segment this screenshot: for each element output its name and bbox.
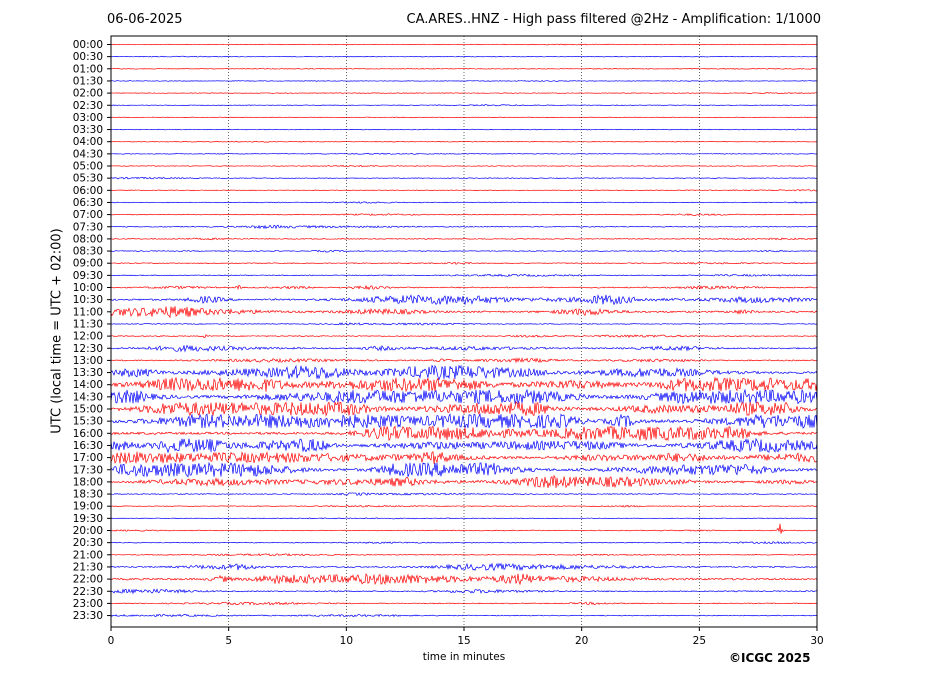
plot-frame — [110, 35, 818, 628]
y-tick-label: 09:00 — [73, 258, 103, 270]
y-tick-label: 02:30 — [73, 100, 103, 112]
y-tick-label: 20:30 — [73, 537, 103, 549]
trace-0700 — [110, 213, 818, 217]
y-tick-label: 16:00 — [73, 428, 103, 440]
trace-0900 — [110, 261, 818, 265]
trace-0600 — [110, 189, 818, 192]
y-tick-label: 07:30 — [73, 221, 103, 233]
y-tick-label: 12:30 — [73, 343, 103, 355]
trace-2000 — [110, 523, 818, 534]
y-tick-label: 15:00 — [73, 404, 103, 416]
y-tick-label: 01:00 — [73, 63, 103, 75]
y-tick-label: 14:30 — [73, 391, 103, 403]
x-tick-label: 10 — [340, 635, 353, 647]
y-tick-label: 00:00 — [73, 39, 103, 51]
y-tick-label: 09:30 — [73, 270, 103, 282]
axes-layer: 00:0000:3001:0001:3002:0002:3003:0003:30… — [73, 39, 824, 647]
x-tick-label: 0 — [108, 635, 115, 647]
trace-1130 — [110, 322, 818, 326]
y-tick-label: 00:30 — [73, 51, 103, 63]
y-tick-label: 03:00 — [73, 112, 103, 124]
copyright-label: ©ICGC 2025 — [729, 651, 811, 665]
y-tick-label: 10:30 — [73, 294, 103, 306]
trace-0630 — [110, 201, 818, 204]
y-tick-label: 19:30 — [73, 513, 103, 525]
trace-1000 — [110, 284, 818, 291]
x-tick-label: 5 — [225, 635, 232, 647]
trace-2030 — [110, 541, 818, 545]
trace-0000 — [110, 43, 818, 46]
trace-1500 — [110, 400, 818, 417]
x-tick-label: 20 — [575, 635, 588, 647]
y-tick-label: 14:00 — [73, 379, 103, 391]
y-tick-label: 22:00 — [73, 574, 103, 586]
y-tick-label: 21:30 — [73, 561, 103, 573]
y-tick-label: 06:30 — [73, 197, 103, 209]
grid-layer — [228, 36, 700, 627]
y-tick-label: 06:00 — [73, 185, 103, 197]
trace-1030 — [110, 294, 818, 306]
y-tick-label: 23:00 — [73, 598, 103, 610]
chart-title: CA.ARES..HNZ - High pass filtered @2Hz -… — [406, 12, 821, 27]
y-tick-label: 17:00 — [73, 452, 103, 464]
y-tick-label: 13:00 — [73, 355, 103, 367]
y-tick-label: 17:30 — [73, 464, 103, 476]
trace-0030 — [110, 55, 818, 58]
y-tick-label: 21:00 — [73, 549, 103, 561]
trace-1900 — [110, 504, 818, 508]
y-tick-label: 11:00 — [73, 306, 103, 318]
x-tick-label: 25 — [693, 635, 706, 647]
trace-0730 — [110, 224, 818, 230]
y-tick-label: 20:00 — [73, 525, 103, 537]
trace-1100 — [110, 306, 818, 319]
y-tick-label: 15:30 — [73, 416, 103, 428]
y-tick-label: 18:00 — [73, 476, 103, 488]
y-tick-label: 12:00 — [73, 331, 103, 343]
trace-1930 — [110, 517, 818, 520]
y-tick-label: 18:30 — [73, 489, 103, 501]
y-tick-label: 03:30 — [73, 124, 103, 136]
y-tick-label: 07:00 — [73, 209, 103, 221]
y-tick-label: 05:00 — [73, 161, 103, 173]
y-tick-label: 10:00 — [73, 282, 103, 294]
y-tick-label: 11:30 — [73, 318, 103, 330]
y-tick-label: 04:00 — [73, 136, 103, 148]
trace-0930 — [110, 273, 818, 277]
x-tick-label: 30 — [810, 635, 823, 647]
trace-0830 — [110, 249, 818, 253]
y-axis-label: UTC (local time = UTC + 02:00) — [49, 228, 65, 434]
x-tick-label: 15 — [457, 635, 470, 647]
y-tick-label: 19:00 — [73, 501, 103, 513]
y-tick-label: 16:30 — [73, 440, 103, 452]
trace-0800 — [110, 237, 818, 241]
y-tick-label: 02:00 — [73, 88, 103, 100]
y-tick-label: 13:30 — [73, 367, 103, 379]
trace-1630 — [110, 437, 818, 454]
trace-0100 — [110, 67, 818, 70]
date-label: 06-06-2025 — [107, 12, 183, 27]
y-tick-label: 04:30 — [73, 148, 103, 160]
y-tick-label: 05:30 — [73, 173, 103, 185]
y-tick-label: 22:30 — [73, 586, 103, 598]
y-tick-label: 01:30 — [73, 75, 103, 87]
trace-1830 — [110, 492, 818, 496]
y-tick-label: 08:00 — [73, 233, 103, 245]
trace-2100 — [110, 553, 818, 557]
y-tick-label: 08:30 — [73, 246, 103, 258]
y-tick-label: 23:30 — [73, 610, 103, 622]
x-axis-label: time in minutes — [422, 651, 506, 663]
